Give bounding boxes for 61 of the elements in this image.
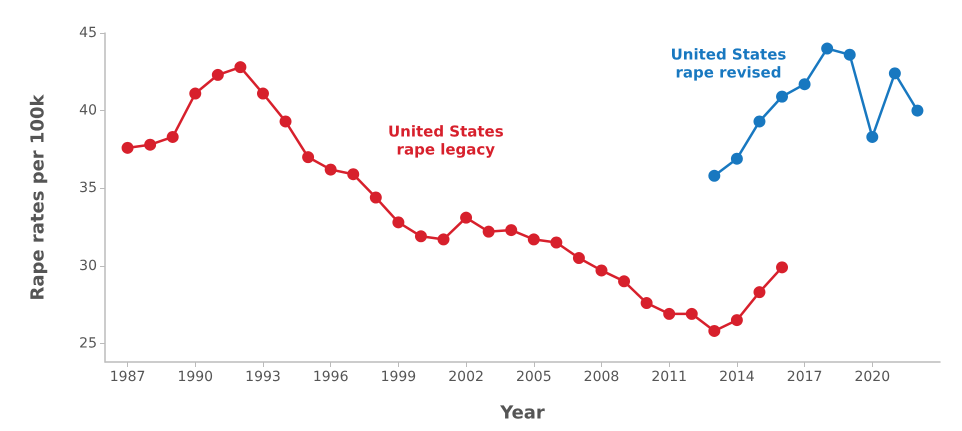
x-tick-label: 2008 bbox=[584, 369, 620, 385]
y-tick-label: 35 bbox=[79, 180, 97, 196]
point bbox=[596, 264, 608, 276]
point bbox=[776, 90, 788, 103]
x-tick-label: 1993 bbox=[245, 369, 281, 385]
point bbox=[821, 42, 834, 55]
point bbox=[640, 297, 653, 310]
series-label: United States rape revised bbox=[670, 45, 786, 82]
point bbox=[414, 230, 427, 242]
x-tick-label: 2014 bbox=[719, 369, 755, 385]
point bbox=[302, 151, 314, 164]
point bbox=[280, 115, 292, 128]
point bbox=[144, 138, 156, 151]
point bbox=[663, 308, 676, 320]
x-tick-label: 1990 bbox=[177, 369, 214, 385]
point bbox=[505, 224, 518, 236]
point bbox=[166, 130, 179, 143]
point bbox=[686, 308, 698, 320]
text: United States rape legacy bbox=[388, 122, 504, 158]
x-tick-label: 1987 bbox=[110, 369, 146, 385]
point bbox=[866, 130, 878, 143]
point bbox=[911, 104, 924, 117]
y-tick-label: 45 bbox=[79, 25, 97, 41]
x-tick-label: 1996 bbox=[312, 369, 349, 385]
x-tick-label: 2005 bbox=[516, 369, 552, 385]
point bbox=[618, 275, 630, 288]
point bbox=[347, 168, 360, 180]
y-axis-title: Rape rates per 100k bbox=[28, 93, 48, 300]
y-tick-label: 40 bbox=[79, 102, 97, 119]
y-tick-label: 25 bbox=[79, 335, 97, 352]
point bbox=[370, 192, 382, 204]
point bbox=[122, 142, 134, 154]
point bbox=[212, 68, 224, 81]
point bbox=[572, 252, 585, 264]
y-tick-label: 30 bbox=[79, 258, 97, 274]
point bbox=[730, 314, 743, 326]
point bbox=[708, 324, 720, 337]
x-tick-label: 2020 bbox=[854, 369, 890, 385]
point bbox=[888, 67, 901, 80]
x-tick-label: 2017 bbox=[786, 369, 822, 385]
point bbox=[730, 152, 743, 165]
point bbox=[753, 286, 766, 298]
x-tick-label: 1999 bbox=[380, 369, 416, 385]
x-tick-label: 2002 bbox=[448, 369, 484, 385]
point bbox=[234, 61, 246, 74]
x-axis-title: Year bbox=[499, 402, 545, 424]
point bbox=[550, 236, 562, 248]
point bbox=[776, 261, 788, 274]
point bbox=[256, 88, 269, 100]
point bbox=[392, 216, 404, 228]
point bbox=[708, 170, 720, 182]
x-tick-label: 2011 bbox=[651, 369, 688, 385]
point bbox=[482, 226, 495, 238]
point bbox=[528, 233, 540, 246]
point bbox=[324, 164, 337, 176]
point bbox=[189, 88, 202, 100]
point bbox=[798, 78, 811, 90]
point bbox=[844, 48, 856, 61]
point bbox=[438, 233, 450, 246]
point bbox=[753, 115, 766, 128]
point bbox=[460, 212, 472, 224]
